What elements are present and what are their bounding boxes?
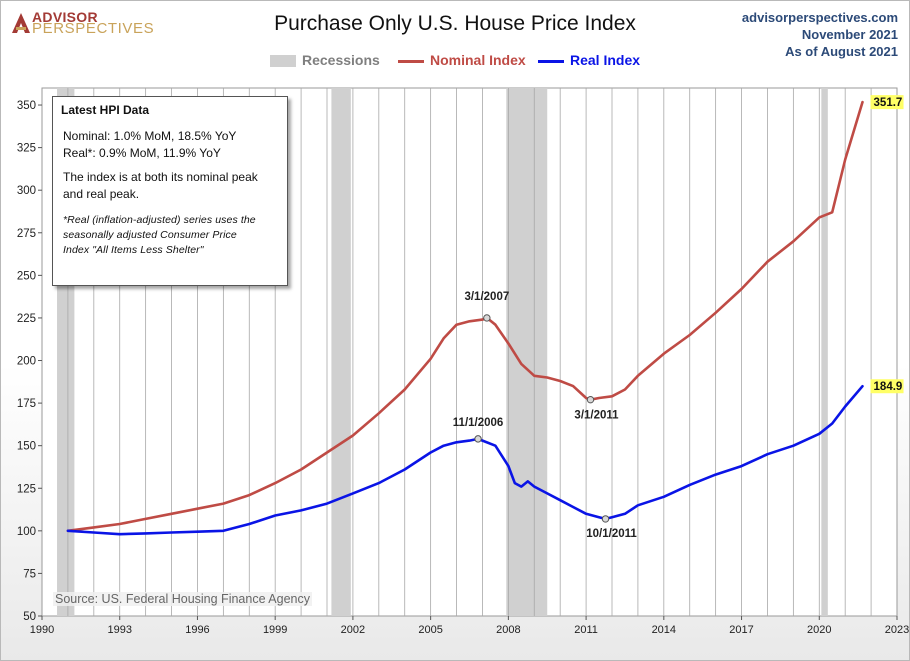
chart-title: Purchase Only U.S. House Price Index bbox=[274, 12, 636, 35]
annotation-label: 11/1/2006 bbox=[453, 417, 504, 429]
infobox-note-line2: seasonally adjusted Consumer Price bbox=[63, 229, 237, 241]
nominal-index-line bbox=[66, 100, 864, 533]
legend-recessions-label: Recessions bbox=[302, 52, 380, 68]
x-tick-label: 1993 bbox=[107, 624, 131, 636]
infobox-heading: Latest HPI Data bbox=[61, 103, 150, 117]
legend-recessions-swatch bbox=[270, 55, 296, 68]
latest-value-label: 184.9 bbox=[874, 381, 903, 393]
y-tick-label: 150 bbox=[17, 441, 36, 453]
x-tick-label: 1990 bbox=[30, 624, 54, 636]
annotation-marker bbox=[586, 395, 595, 404]
x-tick-label: 1996 bbox=[185, 624, 209, 636]
legend-real-label: Real Index bbox=[570, 52, 641, 68]
logo-mark-icon bbox=[12, 13, 30, 33]
x-tick-label: 2011 bbox=[574, 624, 598, 636]
infobox-real-line: Real*: 0.9% MoM, 11.9% YoY bbox=[63, 146, 221, 160]
legend-nominal-swatch bbox=[398, 59, 424, 63]
y-tick-label: 100 bbox=[17, 526, 36, 538]
latest-hpi-infobox: Latest HPI Data Nominal: 1.0% MoM, 18.5%… bbox=[52, 96, 288, 286]
y-tick-label: 50 bbox=[23, 611, 36, 623]
legend-real: Real Index bbox=[538, 52, 640, 68]
infobox-nominal-line: Nominal: 1.0% MoM, 18.5% YoY bbox=[63, 129, 237, 143]
annotation-marker bbox=[601, 515, 610, 523]
x-tick-label: 1999 bbox=[263, 624, 287, 636]
y-tick-label: 175 bbox=[17, 398, 36, 410]
site-info: advisorperspectives.com November 2021 As… bbox=[742, 9, 898, 60]
annotation-label: 3/1/2007 bbox=[464, 291, 509, 303]
y-tick-label: 250 bbox=[17, 270, 36, 282]
annotation-marker bbox=[474, 435, 482, 443]
annotation-label: 10/1/2011 bbox=[586, 528, 637, 540]
publish-date: November 2021 bbox=[801, 27, 898, 42]
as-of-date: As of August 2021 bbox=[785, 44, 898, 59]
recession-band bbox=[821, 88, 828, 616]
infobox-peak-line2: and real peak. bbox=[63, 187, 140, 201]
x-tick-label: 2002 bbox=[341, 624, 365, 636]
latest-value-label: 351.7 bbox=[874, 97, 903, 109]
infobox-note-line3: Index "All Items Less Shelter" bbox=[63, 244, 204, 256]
legend-real-swatch bbox=[538, 59, 564, 63]
y-tick-label: 225 bbox=[17, 313, 36, 325]
x-tick-label: 2005 bbox=[418, 624, 442, 636]
y-tick-label: 75 bbox=[23, 568, 36, 580]
source-note: Source: US. Federal Housing Finance Agen… bbox=[53, 592, 312, 606]
y-tick-label: 200 bbox=[17, 356, 36, 368]
y-tick-label: 125 bbox=[17, 483, 36, 495]
infobox-note: *Real (inflation-adjusted) series uses t… bbox=[63, 213, 287, 258]
annotation-marker bbox=[483, 314, 491, 322]
y-tick-label: 275 bbox=[17, 228, 36, 240]
legend-nominal-label: Nominal Index bbox=[430, 52, 526, 68]
x-tick-label: 2020 bbox=[807, 624, 831, 636]
y-tick-label: 300 bbox=[17, 185, 36, 197]
x-tick-label: 2014 bbox=[652, 624, 676, 636]
logo-text-perspectives: PERSPECTIVES bbox=[32, 20, 155, 37]
y-tick-label: 325 bbox=[17, 143, 36, 155]
infobox-note-line1: *Real (inflation-adjusted) series uses t… bbox=[63, 214, 256, 226]
latest-value-bg bbox=[870, 95, 904, 110]
legend-recessions: Recessions bbox=[270, 52, 380, 68]
logo-text-advisor: ADVISOR bbox=[32, 9, 98, 25]
legend-nominal: Nominal Index bbox=[398, 52, 526, 68]
real-index-line bbox=[66, 384, 864, 536]
infobox-peak-line1: The index is at both its nominal peak bbox=[63, 170, 258, 184]
x-tick-label: 2023 bbox=[885, 624, 909, 636]
latest-value-bg bbox=[870, 379, 904, 394]
annotation-label: 3/1/2011 bbox=[574, 410, 619, 422]
recession-band bbox=[331, 88, 351, 616]
site-url[interactable]: advisorperspectives.com bbox=[741, 10, 898, 25]
x-tick-label: 2017 bbox=[729, 624, 753, 636]
x-tick-label: 2008 bbox=[496, 624, 520, 636]
advisor-perspectives-logo: ADVISOR PERSPECTIVES bbox=[8, 9, 154, 39]
y-tick-label: 350 bbox=[17, 100, 36, 112]
